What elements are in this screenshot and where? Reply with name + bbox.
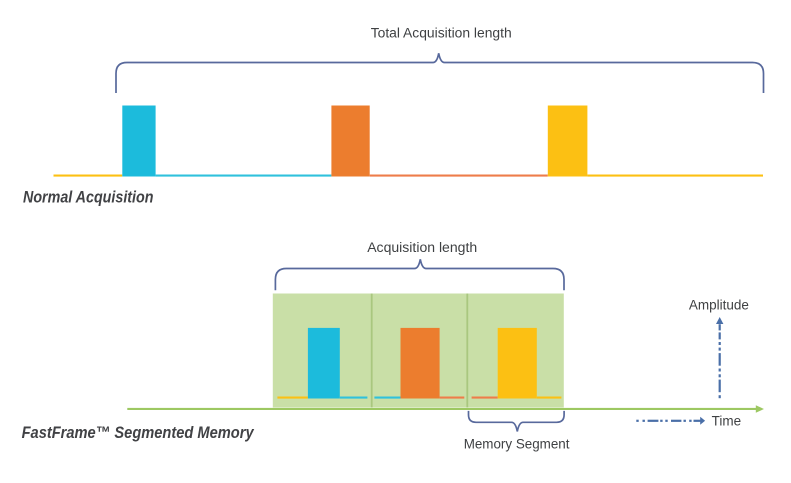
- svg-text:Amplitude: Amplitude: [689, 297, 749, 313]
- svg-text:Total Acquisition length: Total Acquisition length: [371, 25, 512, 41]
- svg-text:FastFrame™ Segmented Memory: FastFrame™ Segmented Memory: [22, 423, 255, 442]
- svg-text:Time: Time: [712, 413, 742, 429]
- svg-text:Memory Segment: Memory Segment: [464, 436, 570, 452]
- svg-text:Normal Acquisition: Normal Acquisition: [23, 188, 154, 207]
- svg-text:Acquisition length: Acquisition length: [367, 240, 477, 256]
